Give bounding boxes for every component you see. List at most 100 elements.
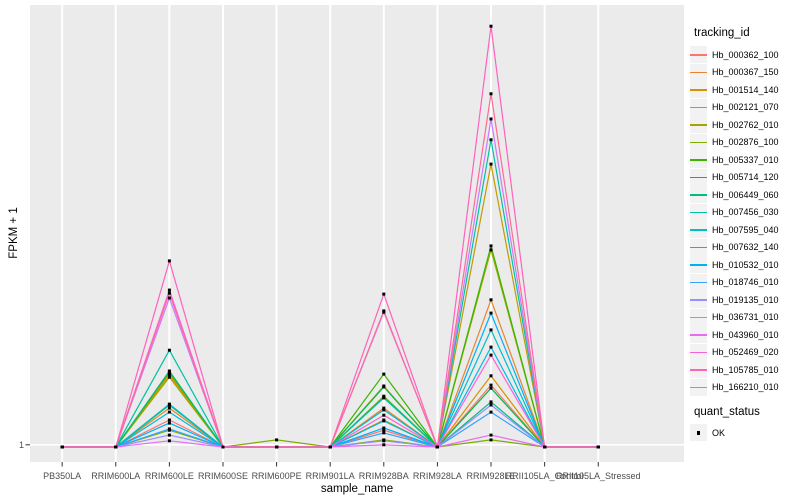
legend-title-quant-status: quant_status bbox=[694, 406, 760, 418]
legend-item-label: Hb_005337_010 bbox=[712, 154, 779, 165]
gridline-x bbox=[543, 5, 546, 462]
data-point bbox=[275, 438, 279, 442]
data-point bbox=[489, 386, 493, 390]
data-point bbox=[382, 406, 386, 410]
legend-item-label: Hb_166210_010 bbox=[712, 382, 779, 393]
gridline-x bbox=[168, 5, 171, 462]
gridline-x bbox=[61, 5, 64, 462]
line-swatch-icon bbox=[690, 386, 707, 388]
data-point bbox=[489, 311, 493, 315]
gridline-y-1 bbox=[30, 444, 684, 446]
data-point bbox=[489, 353, 493, 357]
data-point bbox=[167, 348, 171, 352]
data-point bbox=[382, 372, 386, 376]
data-point bbox=[167, 421, 171, 425]
line-swatch-icon bbox=[690, 194, 707, 196]
data-point bbox=[382, 419, 386, 423]
data-point bbox=[167, 369, 171, 373]
legend-item: Hb_007632_140 bbox=[690, 238, 798, 257]
legend-line-swatch bbox=[690, 98, 707, 116]
gridline-x bbox=[114, 5, 117, 462]
legend-item: Hb_000367_150 bbox=[690, 63, 798, 82]
data-point bbox=[382, 309, 386, 313]
data-point bbox=[60, 445, 64, 449]
legend-title-tracking-id: tracking_id bbox=[694, 27, 750, 39]
line-swatch-icon bbox=[690, 334, 707, 336]
data-point bbox=[382, 396, 386, 400]
data-point bbox=[167, 410, 171, 414]
gridline-x bbox=[275, 5, 278, 462]
data-point bbox=[167, 375, 171, 379]
gridline-x bbox=[329, 5, 332, 462]
legend-item: Hb_043960_010 bbox=[690, 326, 798, 344]
legend-item-label: Hb_036731_010 bbox=[712, 312, 779, 323]
data-point bbox=[382, 443, 386, 447]
data-point bbox=[489, 328, 493, 332]
line-swatch-icon bbox=[690, 176, 707, 178]
x-axis-title: sample_name bbox=[320, 483, 394, 495]
data-point bbox=[382, 431, 386, 435]
legend-line-swatch bbox=[690, 378, 707, 396]
data-point bbox=[489, 400, 493, 404]
line-swatch-icon bbox=[690, 124, 707, 126]
legend-item-label: Hb_006449_060 bbox=[712, 189, 779, 200]
legend-item: Hb_019135_010 bbox=[690, 291, 798, 309]
legend-item: Hb_006449_060 bbox=[690, 186, 798, 204]
ok-point-swatch bbox=[690, 424, 707, 442]
line-swatch-icon bbox=[690, 316, 707, 318]
legend-line-swatch bbox=[690, 221, 707, 239]
data-point bbox=[167, 402, 171, 406]
data-point bbox=[167, 291, 171, 295]
data-point bbox=[489, 24, 493, 28]
legend-item-label: Hb_007632_140 bbox=[712, 242, 779, 253]
data-point bbox=[489, 244, 493, 248]
data-point bbox=[382, 385, 386, 389]
data-point bbox=[167, 373, 171, 377]
x-tick-label: PB350LA bbox=[43, 471, 82, 481]
x-tick-label: RRIM600LE bbox=[144, 471, 194, 481]
line-swatch-icon bbox=[690, 229, 707, 231]
legend-item-label: Hb_005714_120 bbox=[712, 172, 779, 183]
legend-item: Hb_002121_070 bbox=[690, 98, 798, 117]
gridline-x bbox=[490, 5, 493, 462]
legend-line-swatch bbox=[690, 116, 707, 134]
legend-line-swatch bbox=[690, 186, 707, 204]
legend-item-label: Hb_018746_010 bbox=[712, 277, 779, 288]
legend-item-ok: OK bbox=[690, 424, 798, 442]
data-point bbox=[543, 445, 547, 449]
legend-item: Hb_005714_120 bbox=[690, 168, 798, 187]
legend-line-swatch bbox=[690, 133, 707, 151]
line-swatch-icon bbox=[690, 159, 707, 161]
legend-item-label: Hb_000362_100 bbox=[712, 49, 779, 60]
legend-item: Hb_005337_010 bbox=[690, 151, 798, 169]
panel-background bbox=[30, 5, 684, 462]
legend-item: Hb_002762_010 bbox=[690, 116, 798, 134]
data-point bbox=[382, 439, 386, 443]
data-point bbox=[489, 298, 493, 302]
legend-line-swatch bbox=[690, 256, 707, 274]
x-tick-label: RRIM928BA bbox=[358, 471, 409, 481]
legend-item-label: Hb_002876_100 bbox=[712, 137, 779, 148]
x-tick-label: RRIM928LA bbox=[412, 471, 462, 481]
data-point bbox=[489, 345, 493, 349]
line-swatch-icon bbox=[690, 211, 707, 213]
gridline-x bbox=[221, 5, 224, 462]
legend-item: Hb_010532_010 bbox=[690, 256, 798, 274]
x-tick-label: RRIM600LA bbox=[91, 471, 141, 481]
gridline-x bbox=[597, 5, 600, 462]
x-tick-label: RRIM901LA bbox=[305, 471, 355, 481]
x-tick-label: RRII105LA_Stressed bbox=[555, 471, 641, 481]
legend-item: Hb_000362_100 bbox=[690, 46, 798, 64]
legend-item-label: Hb_019135_010 bbox=[712, 294, 779, 305]
legend-item: Hb_052469_020 bbox=[690, 343, 798, 362]
legend-item-label: Hb_002762_010 bbox=[712, 119, 779, 130]
data-point bbox=[167, 296, 171, 300]
data-point bbox=[167, 406, 171, 410]
line-swatch-icon bbox=[690, 246, 707, 248]
data-point bbox=[382, 408, 386, 412]
legend-item: Hb_002876_100 bbox=[690, 133, 798, 152]
data-point bbox=[489, 92, 493, 96]
legend-line-swatch bbox=[690, 203, 707, 221]
legend-item-label: Hb_010532_010 bbox=[712, 259, 779, 270]
x-tick-label: RRIM600SE bbox=[197, 471, 248, 481]
